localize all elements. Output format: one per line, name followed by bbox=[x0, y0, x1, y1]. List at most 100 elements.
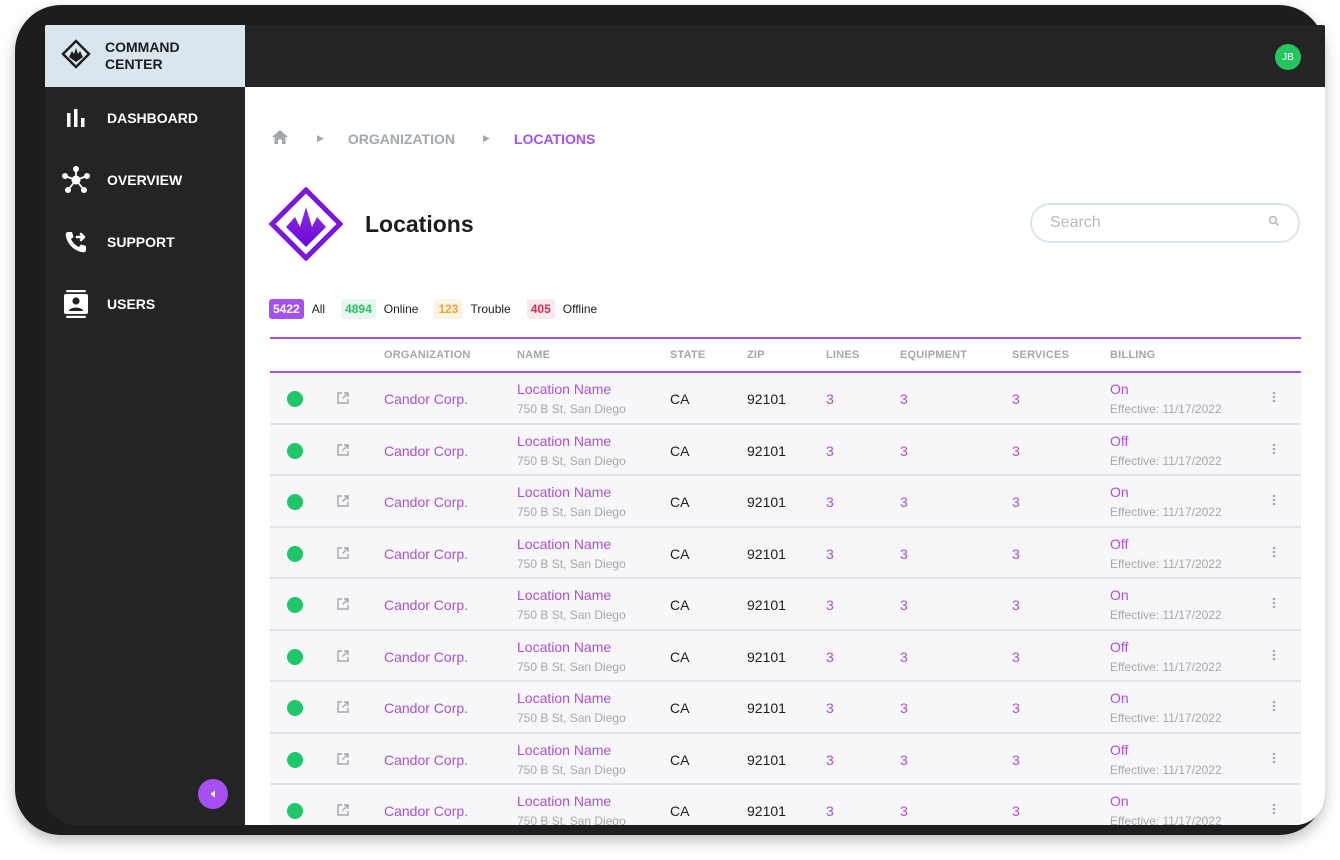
cell-services[interactable]: 3 bbox=[1012, 391, 1020, 407]
open-external-icon[interactable] bbox=[336, 752, 350, 771]
cell-equipment[interactable]: 3 bbox=[900, 442, 908, 459]
brand[interactable]: COMMAND CENTER bbox=[45, 25, 245, 87]
column-header-zip[interactable]: ZIP bbox=[747, 349, 765, 361]
open-external-icon[interactable] bbox=[336, 443, 350, 462]
more-options-icon[interactable] bbox=[1272, 802, 1276, 821]
column-header-organization[interactable]: ORGANIZATION bbox=[384, 349, 471, 361]
cell-organization[interactable]: Candor Corp. bbox=[384, 597, 469, 613]
filter-all[interactable]: 5422 All bbox=[269, 299, 325, 319]
nav-item-overview[interactable]: OVERVIEW bbox=[45, 149, 245, 211]
cell-lines[interactable]: 3 bbox=[826, 751, 834, 768]
table-row[interactable]: Candor Corp. Location Name 750 B St, San… bbox=[270, 785, 1301, 825]
bar-chart-icon bbox=[61, 103, 91, 133]
cell-organization[interactable]: Candor Corp. bbox=[384, 803, 469, 819]
column-header-services[interactable]: SERVICES bbox=[1012, 349, 1070, 361]
search-field[interactable] bbox=[1030, 203, 1300, 243]
table-row[interactable]: Candor Corp. Location Name 750 B St, San… bbox=[270, 579, 1301, 631]
cell-location-name[interactable]: Location Name bbox=[517, 793, 612, 809]
breadcrumb-locations[interactable]: LOCATIONS bbox=[513, 130, 596, 147]
column-header-state[interactable]: STATE bbox=[670, 349, 706, 361]
table-row[interactable]: Candor Corp. Location Name 750 B St, San… bbox=[270, 682, 1301, 734]
nav-item-support[interactable]: SUPPORT bbox=[45, 211, 245, 273]
open-external-icon[interactable] bbox=[336, 546, 350, 565]
search-input[interactable] bbox=[1050, 214, 1268, 232]
more-options-icon[interactable] bbox=[1272, 493, 1276, 512]
nav-item-dashboard[interactable]: DASHBOARD bbox=[45, 87, 245, 149]
cell-equipment[interactable]: 3 bbox=[900, 597, 908, 613]
cell-location-name[interactable]: Location Name bbox=[517, 638, 612, 655]
cell-location-name[interactable]: Location Name bbox=[517, 690, 612, 706]
cell-equipment[interactable]: 3 bbox=[900, 391, 908, 407]
table-row[interactable]: Candor Corp. Location Name 750 B St, San… bbox=[270, 733, 1301, 785]
cell-services[interactable]: 3 bbox=[1012, 751, 1020, 768]
cell-lines[interactable]: 3 bbox=[826, 545, 834, 562]
more-options-icon[interactable] bbox=[1272, 545, 1276, 564]
breadcrumb-organization[interactable]: ORGANIZATION bbox=[347, 130, 455, 147]
open-external-icon[interactable] bbox=[336, 649, 350, 668]
more-options-icon[interactable] bbox=[1272, 699, 1276, 718]
table-row[interactable]: Candor Corp. Location Name 750 B St, San… bbox=[270, 630, 1301, 682]
more-options-icon[interactable] bbox=[1272, 390, 1276, 409]
cell-lines[interactable]: 3 bbox=[826, 494, 834, 510]
home-icon[interactable] bbox=[271, 129, 289, 148]
open-external-icon[interactable] bbox=[336, 391, 350, 410]
cell-services[interactable]: 3 bbox=[1012, 442, 1020, 459]
more-options-icon[interactable] bbox=[1272, 596, 1276, 615]
collapse-sidebar-button[interactable] bbox=[198, 779, 228, 809]
cell-location-name[interactable]: Location Name bbox=[517, 432, 612, 449]
cell-organization[interactable]: Candor Corp. bbox=[384, 494, 469, 510]
table-row[interactable]: Candor Corp. Location Name 750 B St, San… bbox=[270, 527, 1301, 579]
cell-equipment[interactable]: 3 bbox=[900, 751, 908, 768]
cell-organization[interactable]: Candor Corp. bbox=[384, 700, 469, 716]
filter-trouble[interactable]: 123 Trouble bbox=[434, 299, 511, 319]
cell-lines[interactable]: 3 bbox=[826, 391, 834, 407]
filter-online[interactable]: 4894 Online bbox=[341, 299, 418, 319]
cell-location-name[interactable]: Location Name bbox=[517, 587, 612, 603]
more-options-icon[interactable] bbox=[1272, 442, 1276, 461]
cell-location-name[interactable]: Location Name bbox=[517, 484, 612, 500]
open-external-icon[interactable] bbox=[336, 803, 350, 822]
table-row[interactable]: Candor Corp. Location Name 750 B St, San… bbox=[270, 373, 1301, 425]
cell-billing-effective: Effective: 11/17/2022 bbox=[1110, 814, 1222, 825]
open-external-icon[interactable] bbox=[336, 700, 350, 719]
filter-offline[interactable]: 405 Offline bbox=[526, 299, 597, 319]
open-external-icon[interactable] bbox=[336, 597, 350, 616]
cell-lines[interactable]: 3 bbox=[826, 648, 834, 665]
column-header-name[interactable]: NAME bbox=[517, 349, 551, 361]
cell-organization[interactable]: Candor Corp. bbox=[384, 545, 469, 562]
cell-services[interactable]: 3 bbox=[1012, 597, 1020, 613]
cell-location-name[interactable]: Location Name bbox=[517, 381, 612, 397]
cell-lines[interactable]: 3 bbox=[826, 803, 834, 819]
cell-services[interactable]: 3 bbox=[1012, 700, 1020, 716]
cell-equipment[interactable]: 3 bbox=[900, 545, 908, 562]
cell-organization[interactable]: Candor Corp. bbox=[384, 391, 469, 407]
cell-equipment[interactable]: 3 bbox=[900, 700, 908, 716]
cell-lines[interactable]: 3 bbox=[826, 700, 834, 716]
nav-item-users[interactable]: USERS bbox=[45, 273, 245, 335]
cell-lines[interactable]: 3 bbox=[826, 597, 834, 613]
open-external-icon[interactable] bbox=[336, 494, 350, 513]
cell-organization[interactable]: Candor Corp. bbox=[384, 442, 469, 459]
avatar[interactable]: JB bbox=[1275, 44, 1301, 70]
cell-services[interactable]: 3 bbox=[1012, 494, 1020, 510]
cell-organization[interactable]: Candor Corp. bbox=[384, 751, 469, 768]
cell-lines[interactable]: 3 bbox=[826, 442, 834, 459]
table-row[interactable]: Candor Corp. Location Name 750 B St, San… bbox=[270, 424, 1301, 476]
cell-equipment[interactable]: 3 bbox=[900, 648, 908, 665]
nav-item-label: OVERVIEW bbox=[107, 172, 183, 188]
cell-services[interactable]: 3 bbox=[1012, 545, 1020, 562]
search-icon[interactable] bbox=[1268, 214, 1280, 232]
cell-location-name[interactable]: Location Name bbox=[517, 535, 612, 552]
more-options-icon[interactable] bbox=[1272, 751, 1276, 770]
column-header-equipment[interactable]: EQUIPMENT bbox=[900, 349, 968, 361]
table-row[interactable]: Candor Corp. Location Name 750 B St, San… bbox=[270, 476, 1301, 528]
cell-equipment[interactable]: 3 bbox=[900, 803, 908, 819]
cell-location-name[interactable]: Location Name bbox=[517, 741, 612, 758]
column-header-billing[interactable]: BILLING bbox=[1110, 349, 1156, 361]
cell-services[interactable]: 3 bbox=[1012, 648, 1020, 665]
more-options-icon[interactable] bbox=[1272, 648, 1276, 667]
cell-services[interactable]: 3 bbox=[1012, 803, 1020, 819]
column-header-lines[interactable]: LINES bbox=[826, 349, 860, 361]
cell-organization[interactable]: Candor Corp. bbox=[384, 648, 469, 665]
cell-equipment[interactable]: 3 bbox=[900, 494, 908, 510]
